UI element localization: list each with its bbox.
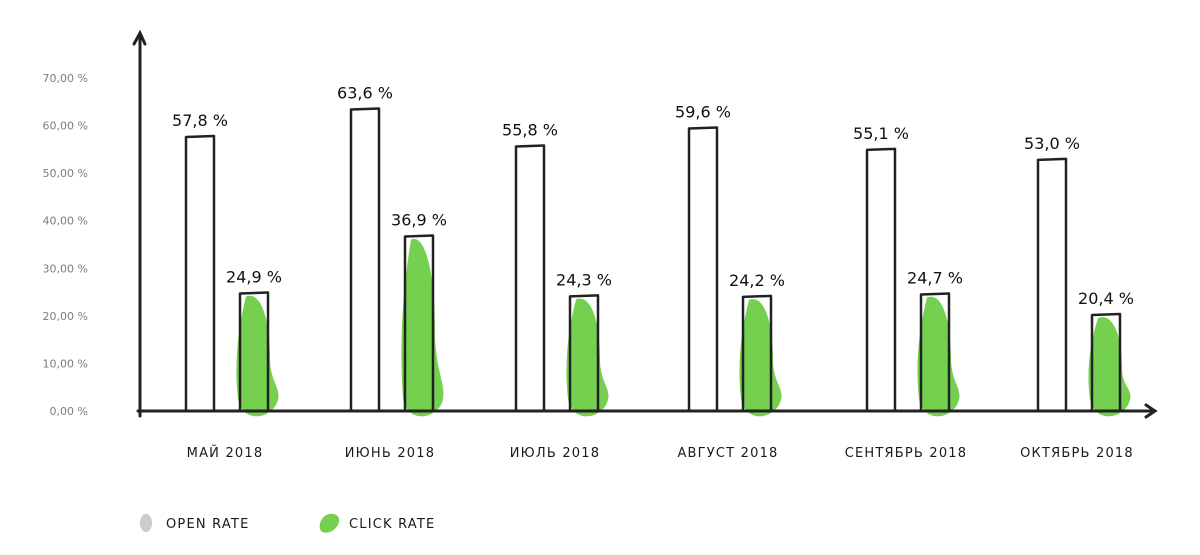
y-axis-arrow [132,29,147,46]
open-rate-value-label: 59,6 % [675,102,731,121]
click-rate-bar-outline [919,292,951,411]
open-rate-bar [1036,157,1068,411]
bars [184,107,1131,417]
open-rate-bar [514,144,546,411]
open-rate-value-label: 63,6 % [337,83,393,102]
click-rate-bar [917,296,960,417]
click-rate-value-label: 24,9 % [226,268,282,287]
open-rate-value-label: 55,1 % [853,124,909,143]
legend: OPEN RATE CLICK RATE [140,513,435,533]
open-rate-bar [349,107,381,411]
y-tick-label: 70,00 % [43,72,88,85]
open-rate-legend-label: OPEN RATE [166,517,250,532]
y-tick-label: 10,00 % [43,357,88,370]
click-rate-value-label: 24,7 % [907,268,963,287]
click-rate-bar-outline [568,294,600,411]
open-rate-bar [184,134,216,411]
x-tick-label: ИЮЛЬ 2018 [510,446,600,461]
click-rate-legend-label: CLICK RATE [349,517,435,532]
click-rate-value-label: 20,4 % [1078,289,1134,308]
x-axis-arrow [1144,403,1158,419]
open-rate-legend-swatch [140,514,152,532]
y-tick-label: 0,00 % [50,405,88,418]
open-rate-value-label: 57,8 % [172,111,228,130]
y-tick-label: 50,00 % [43,167,88,180]
click-rate-bar [401,238,444,417]
click-rate-legend-swatch [319,513,340,533]
y-tick-label: 30,00 % [43,262,88,275]
x-tick-label: ОКТЯБРЬ 2018 [1020,446,1134,461]
click-rate-bar-outline [1090,312,1122,411]
click-rate-value-label: 36,9 % [391,210,447,229]
y-tick-label: 60,00 % [43,120,88,133]
x-tick-label: МАЙ 2018 [187,445,264,461]
y-tick-label: 40,00 % [43,215,88,228]
x-axis-ticks: МАЙ 2018 ИЮНЬ 2018 ИЮЛЬ 2018 АВГУСТ 2018 СЕН… [187,445,1134,461]
click-rate-bar [739,299,782,417]
click-rate-value-label: 24,3 % [556,270,612,289]
x-tick-label: ИЮНЬ 2018 [345,446,435,461]
open-rate-bar [865,147,897,411]
open-rate-bar [687,126,719,411]
click-rate-bar-outline [741,294,773,411]
click-rate-value-label: 24,2 % [729,271,785,290]
click-rate-bar-outline [403,234,435,411]
y-tick-label: 20,00 % [43,310,88,323]
click-rate-bar [566,298,609,417]
axes [132,29,1158,419]
x-tick-label: АВГУСТ 2018 [677,446,778,461]
open-rate-value-label: 55,8 % [502,121,558,140]
click-rate-bar-outline [238,291,270,411]
open-rate-value-label: 53,0 % [1024,134,1080,153]
click-rate-bar [1088,317,1131,417]
x-tick-label: СЕНТЯБРЬ 2018 [845,446,968,461]
y-axis-ticks: 0,00 % 10,00 % 20,00 % 30,00 % 40,00 % 50,00 … [43,72,88,418]
click-rate-bar [236,295,279,417]
data-labels: 57,8 % 24,9 % 63,6 % 36,9 % 55,8 % 24,3 % 59,6… [172,83,1134,308]
